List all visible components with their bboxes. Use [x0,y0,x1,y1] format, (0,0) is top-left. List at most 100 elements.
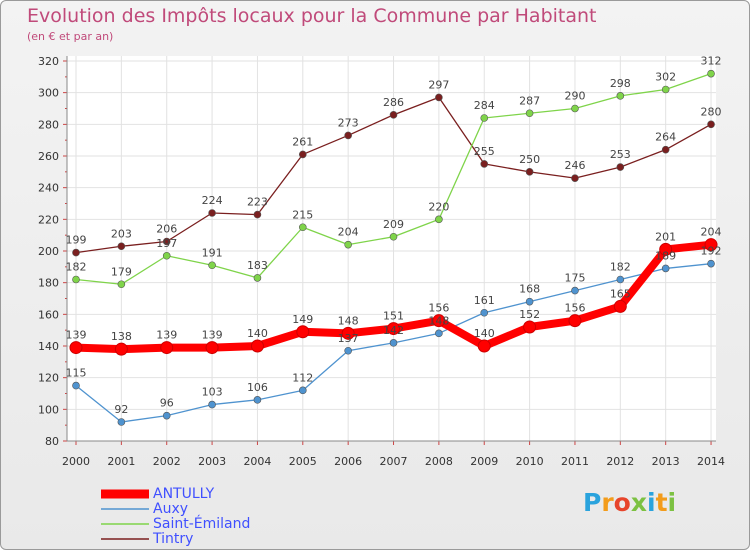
y-tick-label: 300 [38,87,59,100]
data-label-antully: 140 [247,327,268,340]
data-point-saint-emiland [707,69,715,78]
data-point-antully [296,325,310,339]
data-point-tintry [435,93,443,102]
x-tick-label: 2002 [153,455,181,468]
data-point-saint-emiland [389,232,398,241]
data-point-tintry [480,160,489,168]
x-tick-label: 2008 [425,455,453,468]
data-point-antully [523,320,537,334]
data-label-antully: 204 [701,226,722,239]
data-point-saint-emiland [344,240,352,249]
data-point-auxy [298,386,307,395]
data-point-auxy [616,275,625,284]
x-tick-label: 2007 [380,455,408,468]
data-point-antully [432,314,446,328]
x-tick-label: 2012 [606,455,634,468]
legend-label-auxy: Auxy [153,501,189,517]
data-label-saint-emiland: 287 [519,94,540,107]
data-label-saint-emiland: 312 [701,55,722,68]
data-label-tintry: 224 [202,194,223,207]
data-label-saint-emiland: 179 [111,265,132,278]
data-label-antully: 139 [156,329,177,342]
data-point-tintry [389,111,398,119]
data-label-antully: 156 [428,302,449,315]
data-label-antully: 148 [338,314,359,327]
data-label-tintry: 203 [111,227,132,240]
logo-letter: t [655,488,668,517]
x-tick-label: 2005 [289,455,317,468]
y-tick-label: 140 [38,340,59,353]
y-tick-label: 260 [38,150,59,163]
data-label-antully: 156 [564,302,585,315]
legend-label-tintry: Tintry [153,531,194,547]
data-point-auxy [707,259,715,268]
data-label-saint-emiland: 209 [383,218,404,231]
data-label-tintry: 250 [519,153,540,166]
data-point-auxy [344,346,352,355]
data-point-auxy [253,396,262,404]
data-label-saint-emiland: 290 [564,90,585,103]
data-point-saint-emiland [298,223,307,232]
y-tick-label: 220 [38,213,59,226]
data-point-saint-emiland [253,274,262,282]
data-label-saint-emiland: 298 [610,77,631,90]
data-point-tintry [344,131,352,140]
data-label-saint-emiland: 284 [474,99,495,112]
data-label-tintry: 253 [610,148,631,161]
data-point-saint-emiland [208,261,216,270]
data-point-auxy [389,339,398,347]
chart-title: Evolution des Impôts locaux pour la Comm… [27,5,597,27]
logo-letter: i [647,488,656,517]
data-label-saint-emiland: 197 [156,237,177,250]
data-label-tintry: 273 [338,116,359,129]
data-label-tintry: 206 [156,223,177,236]
data-point-tintry [525,168,534,176]
data-point-saint-emiland [571,104,579,113]
data-label-saint-emiland: 182 [66,261,87,274]
x-tick-label: 2013 [652,455,680,468]
x-tick-label: 2009 [470,455,498,468]
logo-letter: o [613,488,631,517]
data-label-saint-emiland: 215 [292,208,313,221]
legend-label-saint-emiland: Saint-Émiland [153,516,251,532]
x-tick-label: 2010 [516,455,544,468]
data-label-saint-emiland: 220 [428,200,449,213]
y-tick-label: 120 [38,372,59,385]
data-point-antully [250,339,264,353]
data-label-auxy: 182 [610,261,631,274]
y-tick-label: 320 [38,55,59,68]
y-tick-label: 100 [38,403,59,416]
data-point-antully [341,326,355,340]
data-label-saint-emiland: 204 [338,226,359,239]
data-point-saint-emiland [117,280,126,289]
y-tick-label: 280 [38,118,59,131]
data-point-saint-emiland [72,275,80,284]
data-point-saint-emiland [616,92,625,100]
data-label-antully: 139 [202,329,223,342]
x-tick-label: 2004 [243,455,271,468]
y-tick-label: 180 [38,277,59,290]
data-point-antully [69,341,83,355]
data-label-auxy: 137 [338,332,359,345]
x-tick-label: 2001 [107,455,135,468]
x-tick-label: 2006 [334,455,362,468]
data-label-saint-emiland: 191 [202,246,223,259]
data-label-auxy: 175 [564,272,585,285]
y-tick-label: 200 [38,245,59,258]
data-label-antully: 152 [519,308,540,321]
data-point-tintry [298,150,307,159]
data-label-tintry: 223 [247,196,268,209]
data-point-tintry [661,145,670,154]
data-label-antully: 140 [474,327,495,340]
y-tick-label: 80 [45,435,59,448]
data-label-saint-emiland: 302 [655,71,676,84]
data-label-tintry: 246 [564,159,585,172]
data-label-auxy: 92 [114,403,128,416]
data-point-antully [477,339,491,353]
data-point-antully [205,341,219,355]
data-point-tintry [162,237,171,246]
data-label-antully: 138 [111,330,132,343]
logo-letter: r [601,488,614,517]
chart-subtitle: (en € et par an) [27,30,114,43]
